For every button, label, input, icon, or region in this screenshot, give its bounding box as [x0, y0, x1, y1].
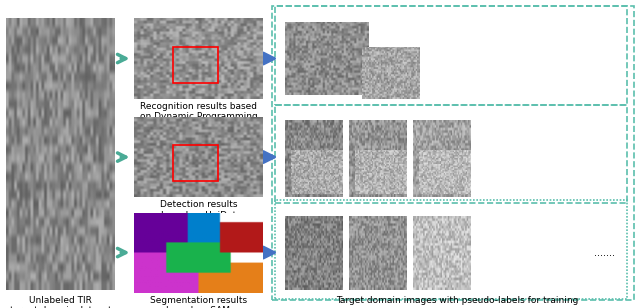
Text: .......: ....... [595, 248, 615, 257]
Text: Recognition results based
on Dynamic Programming: Recognition results based on Dynamic Pro… [140, 102, 257, 121]
Text: Detection results
based on UniDet: Detection results based on UniDet [159, 200, 237, 220]
Text: Segmentation results
based on SAM: Segmentation results based on SAM [150, 296, 247, 308]
Text: Target domain images with pseudo-labels for training: Target domain images with pseudo-labels … [337, 296, 579, 305]
Text: Unlabeled TIR
target domain dataset: Unlabeled TIR target domain dataset [10, 296, 111, 308]
